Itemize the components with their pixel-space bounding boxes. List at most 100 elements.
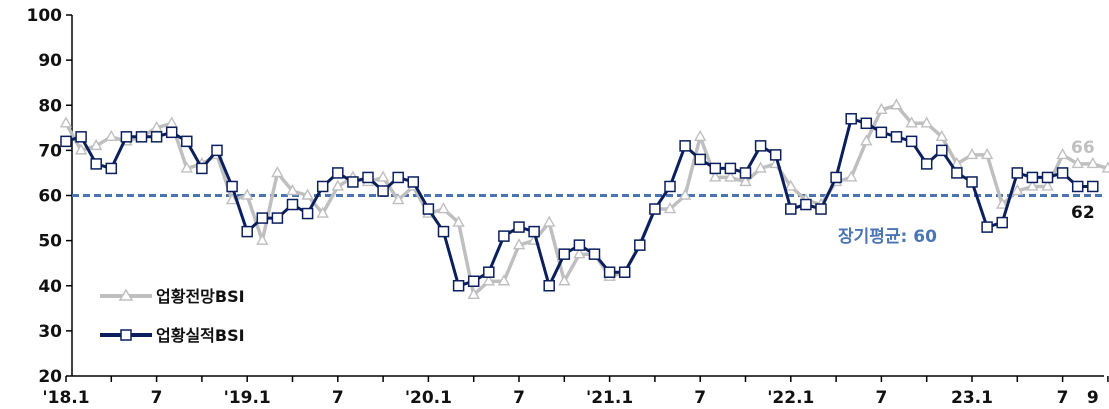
data-point-square [467,275,480,287]
data-point-triangle [890,98,903,110]
legend-item-outlook: 업황전망BSI [100,287,245,306]
data-point-square [211,144,223,157]
data-point-triangle [845,170,858,182]
reference-line-label: 장기평균: 60 [838,227,937,247]
data-point-square [241,225,253,238]
data-point-square [785,203,797,215]
data-point-square [105,162,118,175]
data-point-square [1087,180,1099,193]
data-point-square [618,266,631,278]
data-point-square [286,198,299,211]
data-point-triangle [694,129,707,142]
end-label-outlook: 66 [1071,138,1095,158]
data-point-triangle [543,215,556,227]
data-point-triangle [709,170,722,182]
data-point-triangle [467,287,480,299]
data-point-square [951,167,963,179]
data-point-triangle [180,161,193,173]
data-point-square [1041,171,1054,184]
data-point-triangle [74,143,88,155]
series-line [65,117,1093,288]
data-point-triangle [573,247,586,259]
y-axis-ticks: 20 30 40 50 60 70 80 90 100 [27,6,72,387]
data-point-triangle [980,147,994,160]
y-tick-label: 60 [38,187,62,207]
data-point-square [830,171,842,184]
data-point-triangle [331,179,344,191]
data-point-triangle [996,197,1009,209]
data-point-square [936,144,948,157]
data-point-triangle [497,274,511,286]
data-point-triangle [59,116,73,128]
data-point-triangle [225,193,239,205]
end-label-actual: 62 [1071,203,1095,223]
data-point-square [483,266,495,278]
data-point-square [966,176,978,188]
legend-label-outlook: 업황전망BSI [156,287,245,306]
x-tick-label: 7 [332,388,344,408]
data-point-square [769,149,782,161]
data-point-square [724,162,737,175]
data-point-triangle [90,138,103,151]
data-point-triangle [392,193,405,205]
data-point-square [196,162,208,175]
data-point-square [634,239,646,251]
data-point-triangle [724,170,737,182]
legend-marker-triangle [118,288,134,301]
data-point-square [709,162,722,175]
data-point-square [875,126,888,139]
data-point-triangle [754,161,767,173]
data-point-square [513,221,525,233]
data-point-square [603,266,616,278]
series-actual [60,113,1099,292]
legend-marker-square [120,329,132,341]
y-tick-label: 90 [38,51,62,71]
data-point-square [588,248,601,260]
x-tick-label: 9 [1087,388,1099,408]
data-point-square [815,203,827,215]
data-point-triangle [286,184,299,196]
data-point-square [920,158,933,170]
data-point-square [754,140,767,152]
data-point-triangle [1041,179,1054,191]
y-tick-label: 70 [38,141,62,161]
data-point-triangle [965,147,979,160]
y-tick-label: 80 [38,96,62,116]
data-point-square [996,216,1008,229]
x-tick-label: '21.1 [586,388,633,408]
data-point-square [422,203,435,215]
data-point-square [271,212,284,224]
data-point-square [573,239,586,251]
y-tick-label: 100 [27,6,63,26]
x-tick-label: '19.1 [224,388,271,408]
data-point-square [800,198,812,211]
data-point-square [739,167,752,179]
data-point-square [301,207,314,220]
data-point-square [1071,180,1084,193]
x-tick-label: 7 [151,388,163,408]
data-point-square [407,176,420,188]
series-outlook [59,98,1109,299]
end-labels: 66 62 [1071,138,1095,223]
data-point-square [1056,167,1069,179]
series-group [59,98,1109,299]
data-point-square [165,126,178,139]
x-tick-label: 7 [1057,388,1069,408]
data-point-square [1011,167,1024,179]
y-tick-label: 20 [38,367,62,387]
data-point-square [392,171,404,184]
legend: 업황전망BSI 업황실적BSI [100,287,245,345]
x-tick-label: '18.1 [42,388,89,408]
data-point-triangle [1101,161,1109,173]
series-line [64,103,1109,297]
data-point-square [332,167,344,179]
data-point-triangle [739,175,752,187]
data-point-square [377,185,389,197]
data-point-square [860,117,873,130]
data-point-triangle [1011,184,1024,196]
data-point-triangle [558,274,571,286]
data-point-square [1026,171,1039,184]
data-point-triangle [165,116,178,128]
data-point-square [256,212,269,224]
